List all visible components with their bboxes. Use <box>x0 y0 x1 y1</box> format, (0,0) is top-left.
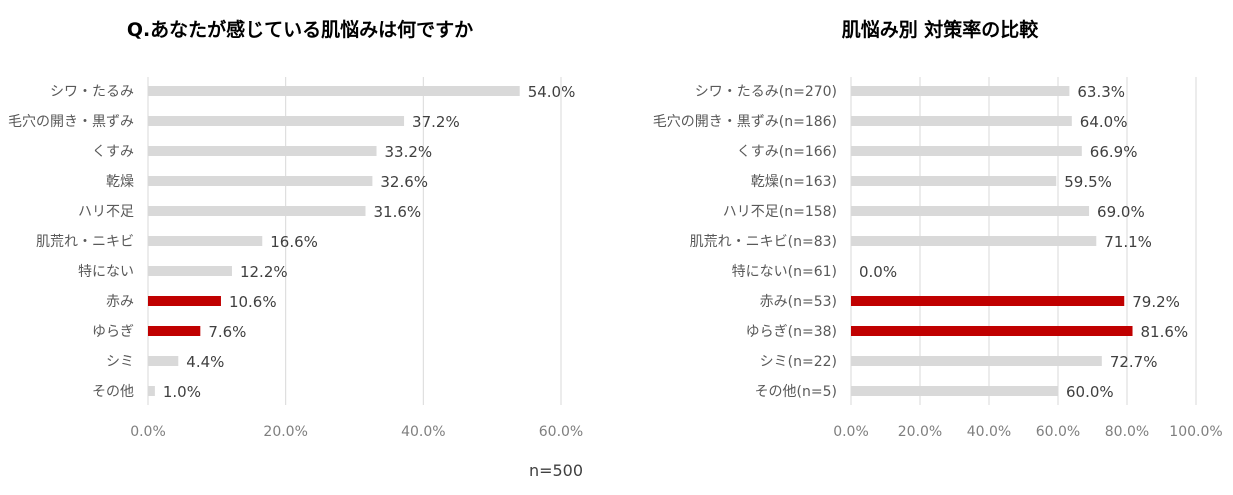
category-label: 特にない(n=61) <box>732 264 837 280</box>
bar <box>148 206 366 216</box>
data-label: 60.0% <box>1066 383 1114 401</box>
bar <box>851 296 1125 306</box>
x-tick-label: 60.0% <box>1036 424 1080 440</box>
data-label: 63.3% <box>1077 83 1125 101</box>
data-label: 66.9% <box>1090 143 1138 161</box>
data-label: 64.0% <box>1080 113 1128 131</box>
data-label: 59.5% <box>1064 173 1112 191</box>
category-label: 毛穴の開き・黒ずみ(n=186) <box>653 114 837 130</box>
bar <box>148 146 377 156</box>
category-label: くすみ <box>92 144 134 160</box>
data-label: 0.0% <box>859 263 897 281</box>
x-tick-label: 0.0% <box>130 424 166 440</box>
category-label: 肌荒れ・ニキビ <box>36 234 134 250</box>
bar <box>851 356 1102 366</box>
bar <box>148 176 373 186</box>
category-label: 赤み(n=53) <box>760 294 837 310</box>
data-label: 7.6% <box>208 323 246 341</box>
category-label: シミ(n=22) <box>760 354 837 370</box>
bar <box>148 356 179 366</box>
bar <box>148 266 232 276</box>
bar <box>851 206 1090 216</box>
category-label: ゆらぎ <box>92 324 134 340</box>
data-label: 4.4% <box>186 353 224 371</box>
bar <box>851 326 1133 336</box>
bar <box>148 236 263 246</box>
data-label: 12.2% <box>240 263 288 281</box>
data-label: 81.6% <box>1141 323 1189 341</box>
x-tick-label: 40.0% <box>967 424 1011 440</box>
sample-size-note: n=500 <box>529 461 583 480</box>
data-label: 71.1% <box>1104 233 1152 251</box>
bar <box>148 86 520 96</box>
chart-title-right: 肌悩み別 対策率の比較 <box>842 18 1040 41</box>
x-tick-label: 20.0% <box>263 424 307 440</box>
category-label: 乾燥 <box>106 174 134 190</box>
data-label: 79.2% <box>1132 293 1180 311</box>
data-label: 54.0% <box>528 83 576 101</box>
bar <box>148 116 405 126</box>
bar <box>851 176 1057 186</box>
x-tick-label: 60.0% <box>539 424 583 440</box>
category-label: その他 <box>92 384 134 400</box>
x-tick-label: 100.0% <box>1169 424 1222 440</box>
category-label: その他(n=5) <box>755 384 837 400</box>
left-bar-chart: 0.0% 20.0% 40.0% 60.0% シワ・たるみ 54.0% 毛穴の開き・黒ずみ 3… <box>8 77 583 440</box>
x-tick-label: 80.0% <box>1105 424 1149 440</box>
data-label: 37.2% <box>412 113 460 131</box>
chart-title-left: Q.あなたが感じている肌悩みは何ですか <box>127 18 473 41</box>
bar <box>851 386 1058 396</box>
category-label: シワ・たるみ <box>50 84 134 100</box>
category-label: ゆらぎ(n=38) <box>746 324 837 340</box>
bar <box>148 326 201 336</box>
data-label: 16.6% <box>270 233 318 251</box>
data-label: 72.7% <box>1110 353 1158 371</box>
category-label: くすみ(n=166) <box>737 144 837 160</box>
category-label: 赤み <box>106 294 134 310</box>
bar <box>148 296 221 306</box>
data-label: 33.2% <box>385 143 433 161</box>
category-label: ハリ不足(n=158) <box>723 204 837 220</box>
category-label: シミ <box>106 354 134 370</box>
category-label: 特にない <box>78 264 134 280</box>
category-label: 乾燥(n=163) <box>751 174 837 190</box>
bar <box>148 386 155 396</box>
x-tick-label: 40.0% <box>401 424 445 440</box>
category-label: 肌荒れ・ニキビ(n=83) <box>690 234 837 250</box>
bar <box>851 236 1097 246</box>
x-tick-label: 0.0% <box>833 424 869 440</box>
bar <box>851 146 1082 156</box>
bar <box>851 116 1072 126</box>
data-label: 1.0% <box>163 383 201 401</box>
category-label: シワ・たるみ(n=270) <box>695 84 837 100</box>
x-tick-label: 20.0% <box>898 424 942 440</box>
bar <box>851 86 1070 96</box>
data-label: 31.6% <box>374 203 422 221</box>
category-label: 毛穴の開き・黒ずみ <box>8 114 134 130</box>
data-label: 69.0% <box>1097 203 1145 221</box>
right-bar-chart: 0.0% 20.0% 40.0% 60.0% 80.0% 100.0% シワ・たるみ(n=2… <box>653 77 1223 440</box>
data-label: 10.6% <box>229 293 277 311</box>
data-label: 32.6% <box>380 173 428 191</box>
category-label: ハリ不足 <box>78 204 134 220</box>
